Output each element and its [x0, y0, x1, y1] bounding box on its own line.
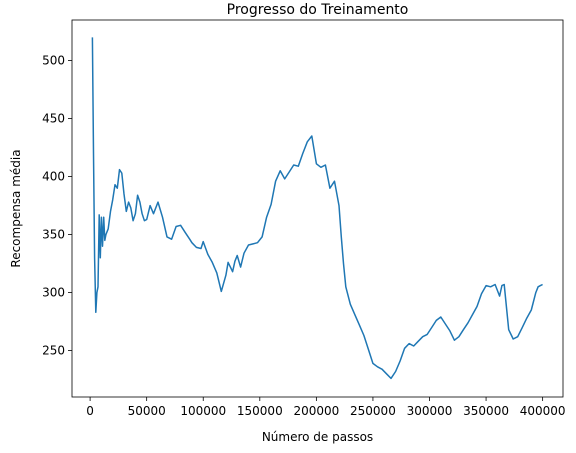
x-axis-title: Número de passos: [262, 430, 373, 444]
x-tick-label: 200000: [293, 404, 339, 418]
x-axis-ticks: 0 50000 100000 150000 200000 250000 300000 3500…: [86, 397, 566, 418]
y-tick-label: 500: [42, 54, 65, 68]
y-tick-label: 300: [42, 286, 65, 300]
x-tick-label: 250000: [350, 404, 396, 418]
x-tick-label: 0: [86, 404, 94, 418]
axes-frame: [71, 19, 564, 398]
y-tick-label: 250: [42, 344, 65, 358]
y-axis-ticks: 250 300 350 400 450 500: [42, 54, 72, 358]
y-tick-label: 400: [42, 170, 65, 184]
x-tick-label: 100000: [180, 404, 226, 418]
x-tick-label: 50000: [128, 404, 166, 418]
plot-area: [91, 37, 543, 380]
y-tick-label: 450: [42, 112, 65, 126]
x-tick-label: 350000: [463, 404, 509, 418]
x-tick-label: 150000: [237, 404, 283, 418]
series-line-0: [91, 37, 543, 380]
chart-title: Progresso do Treinamento: [227, 2, 409, 18]
x-tick-label: 300000: [407, 404, 453, 418]
y-axis-title: Recompensa média: [9, 149, 23, 267]
y-tick-label: 350: [42, 228, 65, 242]
x-tick-label: 400000: [520, 404, 566, 418]
